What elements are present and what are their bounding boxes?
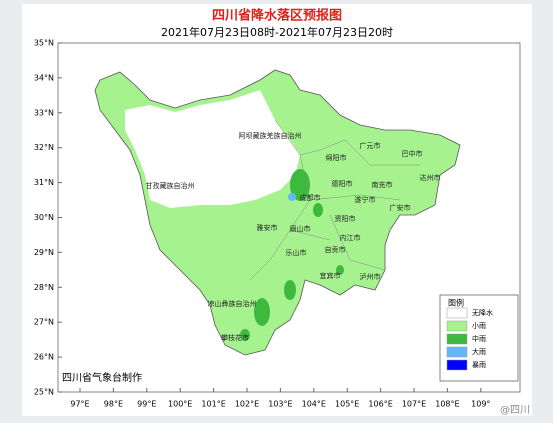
region-label: 巴中市: [402, 149, 423, 158]
region-label: 南充市: [372, 180, 393, 189]
latitude-labels: 35°N 34°N 33°N 32°N 31°N 30°N 29°N 28°N 27°N 26°N…: [34, 39, 62, 397]
lat-label: 35°N: [34, 39, 54, 48]
lon-label: 101°E: [201, 400, 225, 409]
region-label: 内江市: [340, 233, 361, 242]
lon-label: 105°E: [335, 400, 359, 409]
region-label: 广安市: [390, 203, 411, 212]
lat-label: 30°N: [34, 213, 54, 222]
lat-label: 25°N: [34, 388, 54, 397]
lon-label: 106°E: [368, 400, 392, 409]
legend-swatch: [446, 307, 468, 319]
legend-label: 小雨: [472, 321, 486, 330]
moderate-rain-patches: [240, 169, 344, 341]
region-label: 广元市: [360, 141, 381, 150]
legend-label: 中雨: [472, 334, 486, 343]
lat-label: 29°N: [34, 248, 54, 257]
region-label: 绵阳市: [326, 153, 347, 162]
lon-label: 107°E: [402, 400, 426, 409]
region-label: 遂宁市: [355, 195, 376, 204]
region-label: 阿坝藏族羌族自治州: [239, 131, 302, 140]
region-label: 攀枝花市: [221, 333, 249, 342]
lon-label: 108°E: [435, 400, 459, 409]
lat-label: 33°N: [34, 108, 54, 117]
legend-label: 大雨: [472, 347, 486, 356]
region-label: 乐山市: [286, 248, 307, 257]
title: 四川省降水落区预报图: [212, 8, 342, 24]
region-label: 雅安市: [257, 223, 278, 232]
lon-label: 100°E: [168, 400, 192, 409]
legend-swatch: [446, 320, 468, 332]
legend-swatch: [446, 359, 468, 371]
lat-label: 34°N: [34, 73, 54, 82]
region-label: 凉山彝族自治州: [208, 299, 257, 308]
region-label: 眉山市: [290, 224, 311, 233]
region-label: 德阳市: [332, 179, 353, 188]
region-label: 成都市: [300, 193, 321, 202]
legend-label: 暴雨: [472, 361, 486, 369]
region-label: 泸州市: [360, 272, 381, 281]
legend-swatch: [446, 346, 468, 358]
lon-label: 109°: [471, 400, 490, 409]
watermark: @四川: [500, 405, 530, 416]
no-rain-area: [125, 90, 300, 208]
legend-title: 图例: [448, 298, 464, 308]
lat-label: 27°N: [34, 318, 54, 327]
legend-swatch: [446, 333, 468, 345]
region-label: 达州市: [420, 173, 441, 182]
lat-label: 31°N: [34, 178, 54, 187]
heavy-rain-spot: [288, 193, 296, 201]
region-label: 甘孜藏族自治州: [146, 181, 195, 190]
lon-label: 102°E: [235, 400, 259, 409]
lon-label: 98°E: [104, 400, 123, 409]
longitude-labels: 97°E 98°E 99°E 100°E 101°E 102°E 103°E 104°E 105…: [70, 388, 490, 409]
lat-label: 32°N: [34, 143, 54, 152]
boundaries: [249, 119, 420, 281]
region-label: 自贡市: [325, 245, 346, 254]
subtitle: 2021年07月23日08时-2021年07月23日20时: [161, 25, 393, 39]
lon-label: 99°E: [137, 400, 156, 409]
lat-label: 26°N: [34, 353, 54, 362]
legend-label: 无降水: [472, 308, 493, 317]
lon-label: 104°E: [302, 400, 326, 409]
lon-label: 103°E: [268, 400, 292, 409]
lat-label: 28°N: [34, 283, 54, 292]
lon-label: 97°E: [70, 400, 89, 409]
region-label: 资阳市: [335, 214, 356, 223]
region-label: 宜宾市: [320, 271, 341, 280]
footer: 四川省气象台制作: [62, 371, 142, 384]
